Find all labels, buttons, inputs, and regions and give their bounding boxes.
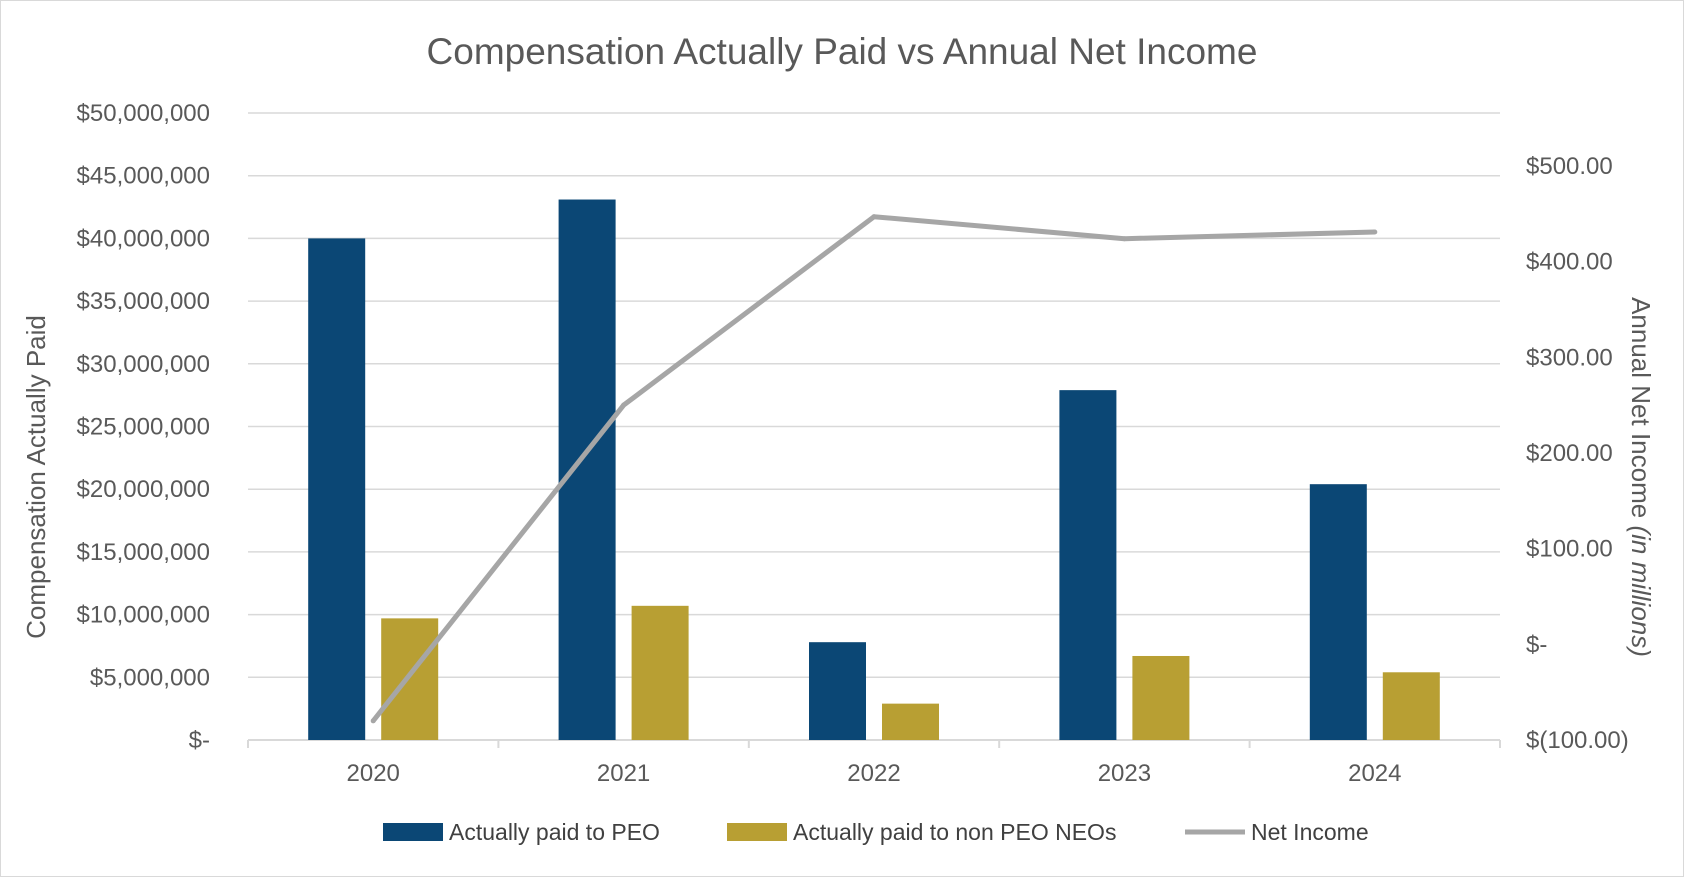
legend-swatch-peo	[383, 823, 443, 841]
left-tick-label: $40,000,000	[77, 225, 210, 252]
left-axis-title: Compensation Actually Paid	[21, 315, 51, 639]
net-income-line-group	[370, 214, 1378, 724]
right-tick-label: $500.00	[1526, 153, 1613, 180]
x-tick-label: 2022	[847, 760, 900, 787]
left-tick-label: $-	[189, 727, 210, 754]
non-peo-neo-bar	[882, 703, 939, 740]
peo-bar	[558, 199, 616, 740]
non-peo-neo-bar	[381, 618, 439, 740]
x-tick-label: 2021	[597, 760, 650, 787]
legend-label: Actually paid to non PEO NEOs	[793, 819, 1116, 845]
net-income-point	[621, 402, 627, 408]
left-tick-label: $15,000,000	[77, 539, 210, 566]
peo-bar	[1059, 390, 1117, 740]
left-axis-ticks: $- $5,000,000 $10,000,000 $15,000,000 $20,00…	[77, 100, 210, 754]
bars	[308, 199, 1440, 740]
legend-label: Net Income	[1251, 819, 1369, 845]
left-tick-label: $25,000,000	[77, 414, 210, 441]
legend-label: Actually paid to PEO	[449, 819, 660, 845]
right-tick-label: $300.00	[1526, 344, 1613, 371]
right-axis-title-units: (in millions)	[1626, 525, 1656, 656]
peo-bar	[809, 642, 866, 740]
right-tick-label: $400.00	[1526, 249, 1613, 276]
x-tick-label: 2024	[1348, 760, 1401, 787]
left-tick-label: $20,000,000	[77, 476, 210, 503]
non-peo-neo-bar	[1382, 672, 1440, 740]
net-income-line	[371, 214, 1375, 723]
left-tick-label: $30,000,000	[77, 351, 210, 378]
x-tick-label: 2023	[1098, 760, 1151, 787]
left-tick-label: $35,000,000	[77, 288, 210, 315]
net-income-point	[370, 718, 376, 724]
right-tick-label: $200.00	[1526, 440, 1613, 467]
net-income-point	[1372, 229, 1378, 235]
peo-bar	[308, 238, 366, 740]
right-axis-ticks: $(100.00) $- $100.00 $200.00 $300.00 $400.00 $…	[1526, 153, 1629, 754]
x-tick-label: 2020	[347, 760, 400, 787]
right-tick-label: $-	[1526, 631, 1547, 658]
left-tick-label: $10,000,000	[77, 602, 210, 629]
non-peo-neo-bar	[631, 605, 689, 740]
net-income-point	[871, 214, 877, 220]
x-axis: 2020 2021 2022 2023 2024	[247, 739, 1501, 787]
peo-bar	[1309, 484, 1367, 740]
legend: Actually paid to PEO Actually paid to non…	[383, 819, 1369, 845]
left-tick-label: $50,000,000	[77, 100, 210, 127]
left-tick-label: $5,000,000	[90, 664, 210, 691]
right-axis-title: Annual Net Income (in millions)	[1626, 297, 1656, 657]
non-peo-neo-bar	[1132, 655, 1190, 740]
legend-swatch-non-peo	[727, 823, 787, 841]
net-income-point	[1121, 236, 1127, 242]
right-tick-label: $100.00	[1526, 536, 1613, 563]
right-axis-title-main: Annual Net Income	[1626, 297, 1656, 518]
right-tick-label: $(100.00)	[1526, 727, 1629, 754]
left-tick-label: $45,000,000	[77, 163, 210, 190]
chart-title: Compensation Actually Paid vs Annual Net…	[427, 31, 1258, 72]
